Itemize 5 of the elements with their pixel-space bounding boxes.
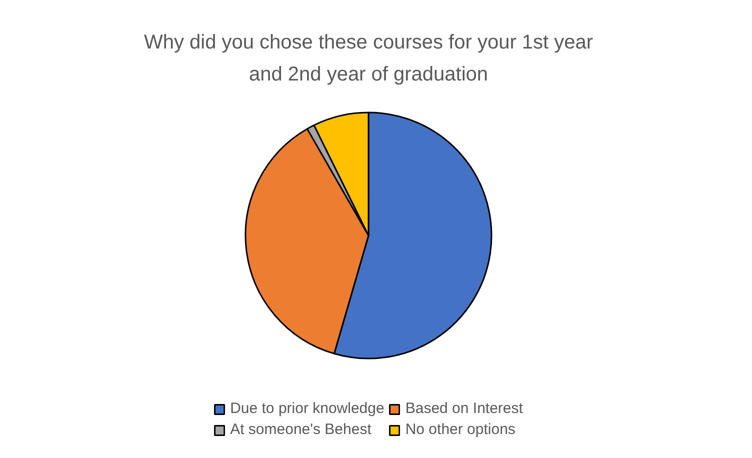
legend-label: Due to prior knowledge <box>230 400 384 417</box>
chart-title: Why did you chose these courses for your 1st year and 2nd year of graduation <box>144 32 594 86</box>
legend-label: No other options <box>405 421 516 438</box>
legend-label: Based on Interest <box>405 400 523 417</box>
legend-label: At someone's Behest <box>230 421 372 438</box>
